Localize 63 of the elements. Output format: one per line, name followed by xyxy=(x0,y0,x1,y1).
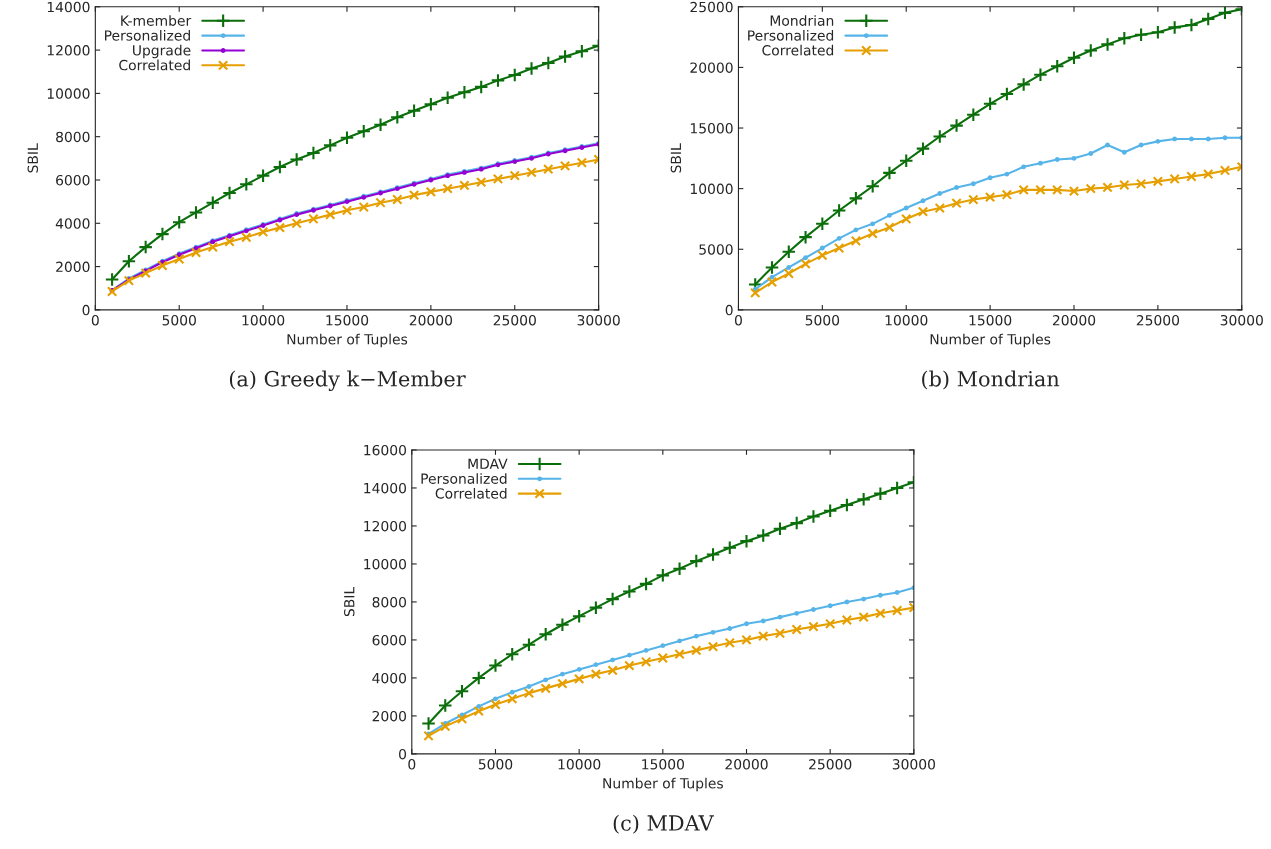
y-tick-label: 8000 xyxy=(56,131,90,143)
y-tick-label: 6000 xyxy=(372,634,407,646)
y-axis-title: SBIL xyxy=(27,143,39,173)
x-tick-label: 15000 xyxy=(642,759,684,770)
text: (c) MDAV xyxy=(613,814,714,834)
x-tick-label: 25000 xyxy=(1136,314,1180,326)
y-tick-label: 2000 xyxy=(56,261,90,273)
legend-label: Correlated xyxy=(119,59,190,71)
x-tick-label: 0 xyxy=(91,314,99,326)
y-tick-label: 0 xyxy=(399,748,407,760)
y-tick-label: 20000 xyxy=(690,62,733,73)
x-tick-label: 20000 xyxy=(409,314,453,326)
x-tick-label: 5000 xyxy=(805,314,840,326)
legend-label: MDAV xyxy=(468,458,508,469)
y-tick-label: 10000 xyxy=(47,88,90,99)
y-tick-label: 4000 xyxy=(372,672,407,684)
x-tick-label: 25000 xyxy=(493,314,536,326)
x-tick-label: 0 xyxy=(734,314,742,326)
x-tick-label: 30000 xyxy=(1220,314,1263,326)
x-tick-label: 30000 xyxy=(892,759,936,770)
x-axis-title: Number of Tuples xyxy=(603,777,723,792)
y-tick-label: 0 xyxy=(725,304,733,316)
y-tick-label: 15000 xyxy=(690,123,733,134)
x-tick-label: 20000 xyxy=(725,759,768,770)
x-tick-label: 15000 xyxy=(969,314,1012,326)
y-tick-label: 12000 xyxy=(47,45,90,56)
x-tick-label: 10000 xyxy=(885,314,928,326)
y-tick-label: 12000 xyxy=(364,520,407,532)
y-tick-label: 2000 xyxy=(372,710,407,722)
y-tick-label: 14000 xyxy=(364,482,407,494)
y-tick-label: 16000 xyxy=(364,444,407,456)
legend-label: Correlated xyxy=(435,487,507,499)
legend-label: Personalized xyxy=(748,29,834,41)
x-tick-label: 10000 xyxy=(242,314,285,326)
x-tick-label: 0 xyxy=(408,759,416,770)
text: (b) Mondrian xyxy=(922,370,1060,390)
y-tick-label: 0 xyxy=(82,304,90,316)
legend-label: Mondrian xyxy=(770,15,834,26)
x-tick-label: 30000 xyxy=(577,314,620,326)
y-tick-label: 8000 xyxy=(372,596,407,608)
x-tick-label: 5000 xyxy=(478,759,513,770)
y-tick-label: 25000 xyxy=(690,1,733,13)
x-tick-label: 25000 xyxy=(809,759,852,770)
y-tick-label: 4000 xyxy=(55,218,90,229)
y-tick-label: 10000 xyxy=(364,558,407,570)
legend-label: Personalized xyxy=(105,29,190,41)
y-tick-label: 6000 xyxy=(56,174,90,186)
y-tick-label: 5000 xyxy=(699,244,733,255)
x-axis-title: Number of Tuples xyxy=(930,333,1051,348)
legend-label: Correlated xyxy=(762,44,834,56)
x-axis-title: Number of Tuples xyxy=(287,333,408,348)
y-axis-title: SBIL xyxy=(670,143,682,173)
x-tick-label: 10000 xyxy=(558,759,601,770)
x-tick-label: 15000 xyxy=(326,314,369,326)
legend-label: Personalized xyxy=(421,473,507,484)
y-tick-label: 10000 xyxy=(690,183,733,195)
y-axis-title: SBIL xyxy=(344,586,355,617)
legend-label: K-member xyxy=(121,15,192,26)
text: (a) Greedy k−Member xyxy=(229,370,466,391)
legend-label: Upgrade xyxy=(133,44,191,59)
x-tick-label: 20000 xyxy=(1052,314,1096,326)
y-tick-label: 14000 xyxy=(47,1,90,13)
x-tick-label: 5000 xyxy=(162,314,196,326)
